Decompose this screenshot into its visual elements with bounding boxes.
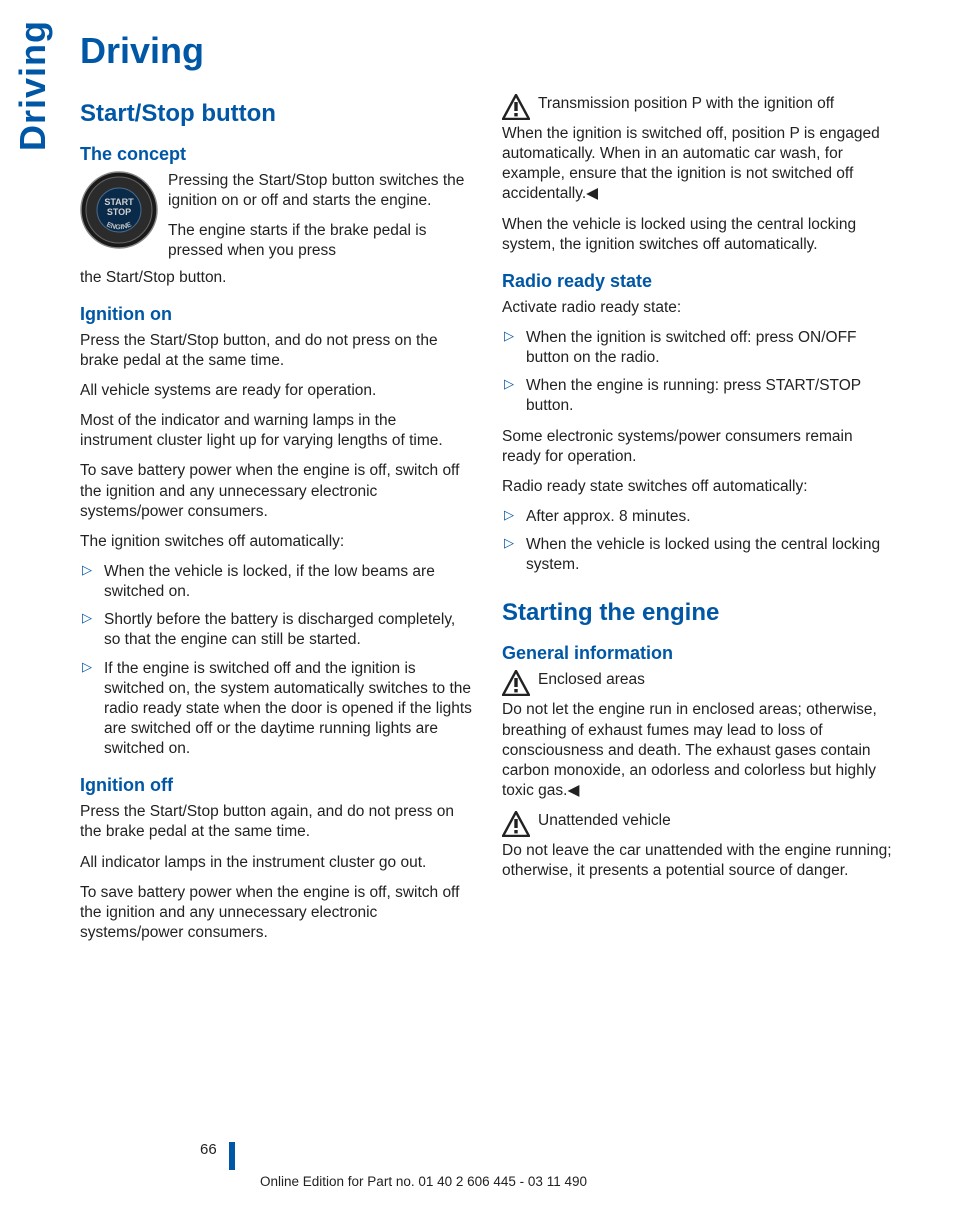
- warning-body-enclosed: Do not let the engine run in enclosed ar…: [502, 700, 894, 801]
- start-stop-button-image: START STOP ENGINE: [80, 171, 158, 249]
- list-item: After approx. 8 minutes.: [502, 507, 894, 527]
- chapter-title: Driving: [80, 30, 894, 72]
- warning-icon: [502, 670, 530, 696]
- ion-p4: To save battery power when the engine is…: [80, 461, 472, 521]
- ioff-p1: Press the Start/Stop button again, and d…: [80, 802, 472, 842]
- heading-starting-engine: Starting the engine: [502, 599, 894, 627]
- radio-p2: Some electronic systems/power consumers …: [502, 427, 894, 467]
- right-column: Transmission position P with the ignitio…: [502, 94, 894, 953]
- concept-p2-cont: the Start/Stop button.: [80, 268, 472, 288]
- lock-paragraph: When the vehicle is locked using the cen…: [502, 215, 894, 255]
- list-item: When the engine is running: press START/…: [502, 376, 894, 416]
- warning-head-unattended: Unattended vehicle: [538, 811, 894, 837]
- page-bar: [229, 1142, 235, 1170]
- page-number: 66: [200, 1141, 217, 1158]
- warning-body-unattended: Do not leave the car unattended with the…: [502, 841, 894, 881]
- ioff-p2: All indicator lamps in the instrument cl…: [80, 853, 472, 873]
- heading-ignition-on: Ignition on: [80, 304, 472, 325]
- warning-head-transmission: Transmission position P with the ignitio…: [538, 94, 894, 120]
- left-column: Start/Stop button The concept START STOP…: [80, 94, 472, 953]
- svg-text:STOP: STOP: [107, 207, 131, 217]
- heading-ignition-off: Ignition off: [80, 775, 472, 796]
- heading-start-stop: Start/Stop button: [80, 100, 472, 128]
- list-item: Shortly before the battery is discharged…: [80, 610, 472, 650]
- heading-general-info: General information: [502, 643, 894, 664]
- concept-p2: The engine starts if the brake pedal is …: [168, 221, 472, 261]
- radio-p3: Radio ready state switches off automatic…: [502, 477, 894, 497]
- ioff-p3: To save battery power when the engine is…: [80, 883, 472, 943]
- list-item: When the vehicle is locked using the cen…: [502, 535, 894, 575]
- list-item: When the ignition is switched off: press…: [502, 328, 894, 368]
- warning-block-transmission: Transmission position P with the ignitio…: [502, 94, 894, 120]
- list-item: If the engine is switched off and the ig…: [80, 659, 472, 760]
- warning-icon: [502, 811, 530, 837]
- radio-list2: After approx. 8 minutes. When the vehicl…: [502, 507, 894, 575]
- warning-head-enclosed: Enclosed areas: [538, 670, 894, 696]
- side-tab-label: Driving: [12, 20, 54, 151]
- heading-concept: The concept: [80, 144, 472, 165]
- warning-body-transmission: When the ignition is switched off, posit…: [502, 124, 894, 205]
- page-footer: 66 Online Edition for Part no. 01 40 2 6…: [0, 1136, 954, 1189]
- radio-p1: Activate radio ready state:: [502, 298, 894, 318]
- concept-block: START STOP ENGINE Pressing the Start/Sto…: [80, 171, 472, 262]
- concept-text: Pressing the Start/Stop button switches …: [168, 171, 472, 262]
- svg-text:START: START: [104, 197, 134, 207]
- warning-block-enclosed: Enclosed areas: [502, 670, 894, 696]
- heading-radio: Radio ready state: [502, 271, 894, 292]
- ion-p3: Most of the indicator and warning lamps …: [80, 411, 472, 451]
- radio-list1: When the ignition is switched off: press…: [502, 328, 894, 417]
- ion-p5: The ignition switches off automatically:: [80, 532, 472, 552]
- list-item: When the vehicle is locked, if the low b…: [80, 562, 472, 602]
- ion-list: When the vehicle is locked, if the low b…: [80, 562, 472, 759]
- ion-p1: Press the Start/Stop button, and do not …: [80, 331, 472, 371]
- content-columns: Start/Stop button The concept START STOP…: [80, 94, 894, 953]
- footer-edition: Online Edition for Part no. 01 40 2 606 …: [260, 1174, 954, 1189]
- ion-p2: All vehicle systems are ready for operat…: [80, 381, 472, 401]
- warning-icon: [502, 94, 530, 120]
- concept-p1: Pressing the Start/Stop button switches …: [168, 171, 472, 211]
- warning-block-unattended: Unattended vehicle: [502, 811, 894, 837]
